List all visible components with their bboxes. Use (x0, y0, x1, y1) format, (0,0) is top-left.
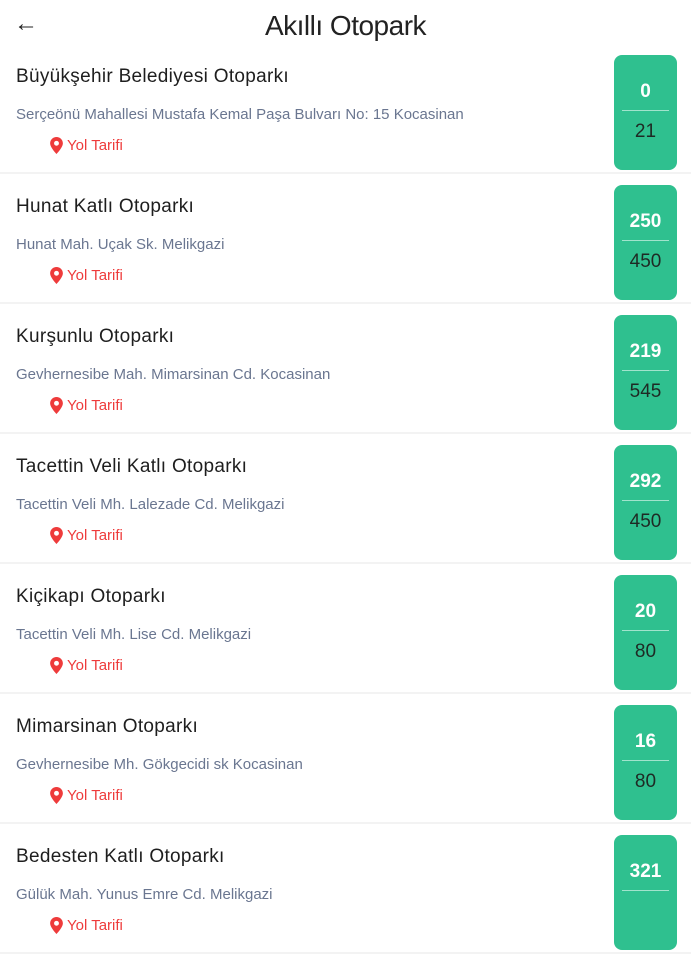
free-spaces: 321 (629, 861, 662, 882)
map-pin-icon (50, 397, 63, 414)
free-spaces: 20 (634, 601, 657, 622)
capacity-badge: 0 21 (614, 55, 677, 170)
parking-list: Büyükşehir Belediyesi Otoparkı Serçeönü … (0, 44, 691, 954)
directions-label: Yol Tarifi (67, 267, 123, 284)
parking-address: Gülük Mah. Yunus Emre Cd. Melikgazi (16, 886, 273, 903)
free-spaces: 292 (629, 471, 662, 492)
parking-list-item[interactable]: Büyükşehir Belediyesi Otoparkı Serçeönü … (0, 44, 691, 174)
directions-link[interactable]: Yol Tarifi (50, 787, 123, 804)
capacity-badge: 20 80 (614, 575, 677, 690)
parking-name: Büyükşehir Belediyesi Otoparkı (16, 66, 290, 87)
directions-label: Yol Tarifi (67, 527, 123, 544)
free-spaces: 250 (629, 211, 662, 232)
directions-link[interactable]: Yol Tarifi (50, 397, 123, 414)
parking-address: Gevhernesibe Mh. Gökgecidi sk Kocasinan (16, 756, 303, 773)
divider (622, 630, 669, 631)
capacity-badge: 219 545 (614, 315, 677, 430)
page-title: Akıllı Otopark (264, 10, 427, 41)
map-pin-icon (50, 137, 63, 154)
parking-list-item[interactable]: Mimarsinan Otoparkı Gevhernesibe Mh. Gök… (0, 694, 691, 824)
capacity-badge: 321 (614, 835, 677, 950)
parking-address: Tacettin Veli Mh. Lise Cd. Melikgazi (16, 626, 252, 643)
directions-label: Yol Tarifi (67, 917, 123, 934)
directions-label: Yol Tarifi (67, 137, 123, 154)
capacity-badge: 250 450 (614, 185, 677, 300)
divider (622, 890, 669, 891)
map-pin-icon (50, 917, 63, 934)
directions-link[interactable]: Yol Tarifi (50, 527, 123, 544)
parking-name: Kiçikapı Otoparkı (16, 586, 166, 607)
parking-list-item[interactable]: Kiçikapı Otoparkı Tacettin Veli Mh. Lise… (0, 564, 691, 694)
directions-label: Yol Tarifi (67, 657, 123, 674)
directions-link[interactable]: Yol Tarifi (50, 267, 123, 284)
free-spaces: 219 (629, 341, 662, 362)
capacity-badge: 16 80 (614, 705, 677, 820)
directions-link[interactable]: Yol Tarifi (50, 657, 123, 674)
parking-name: Mimarsinan Otoparkı (16, 716, 199, 737)
directions-link[interactable]: Yol Tarifi (50, 917, 123, 934)
directions-label: Yol Tarifi (67, 397, 123, 414)
free-spaces: 16 (634, 731, 657, 752)
total-spaces: 21 (634, 121, 657, 142)
total-spaces: 450 (629, 511, 662, 532)
total-spaces: 450 (629, 251, 662, 272)
parking-address: Tacettin Veli Mh. Lalezade Cd. Melikgazi (16, 496, 285, 513)
map-pin-icon (50, 657, 63, 674)
map-pin-icon (50, 527, 63, 544)
parking-name: Kurşunlu Otoparkı (16, 326, 175, 347)
total-spaces: 80 (634, 771, 657, 792)
total-spaces: 80 (634, 641, 657, 662)
parking-list-item[interactable]: Tacettin Veli Katlı Otoparkı Tacettin Ve… (0, 434, 691, 564)
app-header: ← Akıllı Otopark (0, 0, 691, 55)
map-pin-icon (50, 267, 63, 284)
parking-list-item[interactable]: Bedesten Katlı Otoparkı Gülük Mah. Yunus… (0, 824, 691, 954)
divider (622, 370, 669, 371)
divider (622, 240, 669, 241)
free-spaces: 0 (640, 81, 651, 102)
parking-list-item[interactable]: Kurşunlu Otoparkı Gevhernesibe Mah. Mima… (0, 304, 691, 434)
divider (622, 500, 669, 501)
parking-address: Hunat Mah. Uçak Sk. Melikgazi (16, 236, 225, 253)
parking-address: Serçeönü Mahallesi Mustafa Kemal Paşa Bu… (16, 106, 464, 123)
total-spaces: 545 (629, 381, 662, 402)
divider (622, 110, 669, 111)
divider (622, 760, 669, 761)
parking-name: Bedesten Katlı Otoparkı (16, 846, 225, 867)
parking-list-item[interactable]: Hunat Katlı Otoparkı Hunat Mah. Uçak Sk.… (0, 174, 691, 304)
capacity-badge: 292 450 (614, 445, 677, 560)
directions-link[interactable]: Yol Tarifi (50, 137, 123, 154)
parking-name: Hunat Katlı Otoparkı (16, 196, 195, 217)
arrow-left-icon[interactable]: ← (14, 10, 38, 37)
directions-label: Yol Tarifi (67, 787, 123, 804)
parking-name: Tacettin Veli Katlı Otoparkı (16, 456, 248, 477)
map-pin-icon (50, 787, 63, 804)
parking-address: Gevhernesibe Mah. Mimarsinan Cd. Kocasin… (16, 366, 331, 383)
